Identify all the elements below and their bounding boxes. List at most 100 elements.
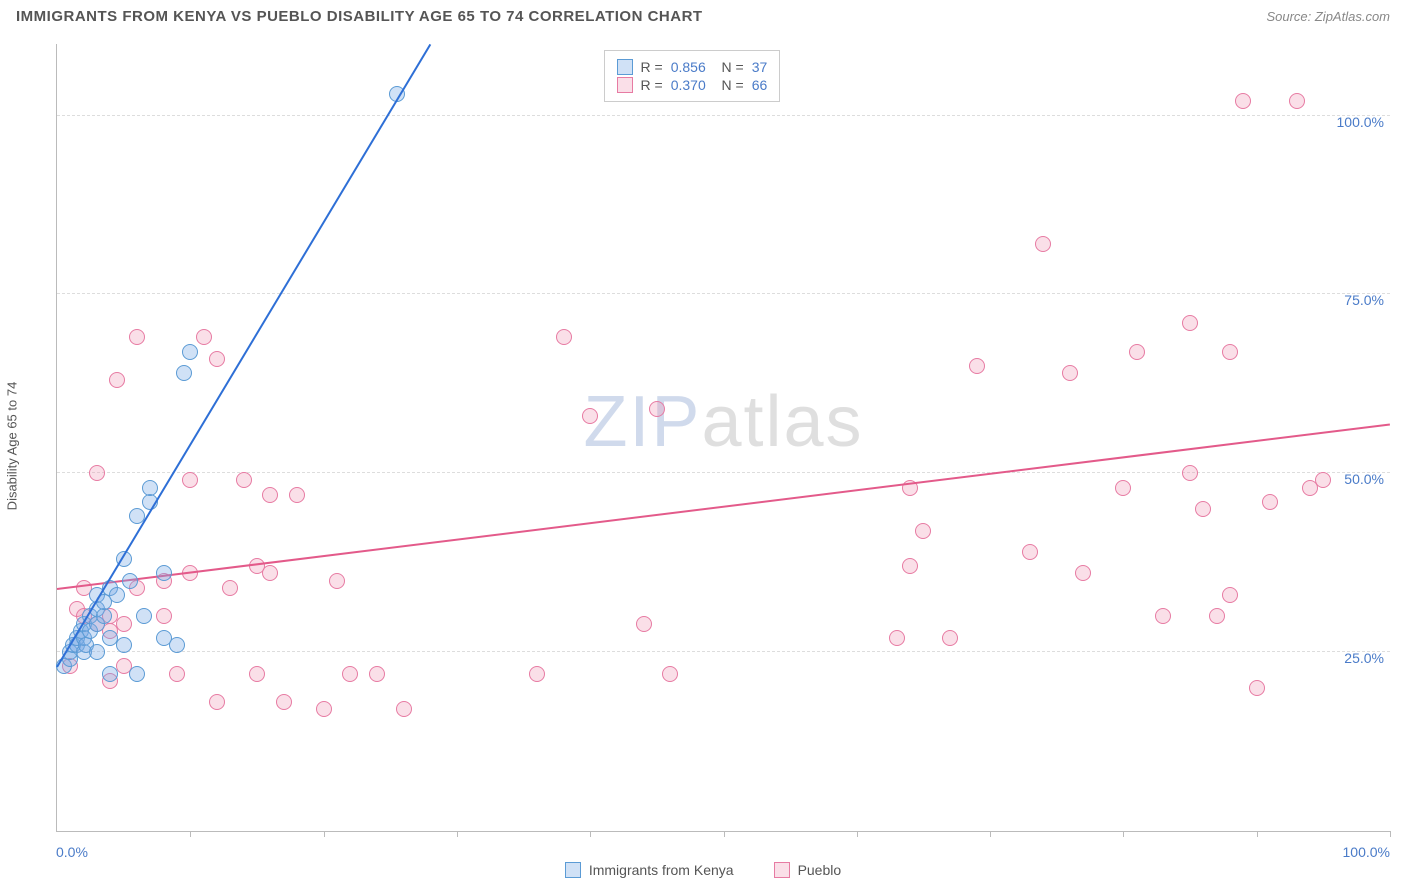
legend-n-label: N = [714, 77, 744, 93]
source-label: Source: ZipAtlas.com [1266, 9, 1390, 24]
scatter-point [182, 472, 198, 488]
y-tick-label: 25.0% [1344, 650, 1384, 666]
gridline-horizontal [57, 651, 1390, 652]
scatter-point [369, 666, 385, 682]
scatter-point [1209, 608, 1225, 624]
x-tick [1123, 831, 1124, 837]
x-tick [724, 831, 725, 837]
scatter-point [169, 666, 185, 682]
legend-n-value: 37 [752, 59, 768, 75]
scatter-point [209, 351, 225, 367]
scatter-point [396, 701, 412, 717]
scatter-point [915, 523, 931, 539]
scatter-point [276, 694, 292, 710]
scatter-point [156, 565, 172, 581]
scatter-point [342, 666, 358, 682]
x-tick-label: 100.0% [1343, 844, 1390, 860]
scatter-point [1035, 236, 1051, 252]
scatter-point [89, 644, 105, 660]
chart-title: IMMIGRANTS FROM KENYA VS PUEBLO DISABILI… [16, 8, 703, 25]
legend-n-label: N = [714, 59, 744, 75]
x-tick [324, 831, 325, 837]
legend-swatch [617, 59, 633, 75]
scatter-point [96, 608, 112, 624]
scatter-point [636, 616, 652, 632]
scatter-point [1289, 93, 1305, 109]
scatter-point [262, 487, 278, 503]
scatter-point [262, 565, 278, 581]
scatter-point [116, 616, 132, 632]
scatter-point [169, 637, 185, 653]
plot-region: ZIPatlas 25.0% 50.0% 75.0% 100.0% R = 0.856 … [56, 44, 1390, 832]
scatter-point [1129, 344, 1145, 360]
scatter-point [129, 666, 145, 682]
scatter-point [902, 558, 918, 574]
scatter-point [196, 329, 212, 345]
legend-r-label: R = [641, 59, 663, 75]
legend-n-value: 66 [752, 77, 768, 93]
scatter-point [942, 630, 958, 646]
trend-line [56, 44, 431, 667]
legend-label: Immigrants from Kenya [589, 862, 734, 878]
scatter-point [556, 329, 572, 345]
y-tick-label: 100.0% [1337, 114, 1384, 130]
x-tick [457, 831, 458, 837]
scatter-point [582, 408, 598, 424]
watermark: ZIPatlas [583, 381, 863, 463]
trend-line [57, 423, 1390, 590]
scatter-point [122, 573, 138, 589]
legend-swatch [774, 862, 790, 878]
scatter-point [176, 365, 192, 381]
scatter-point [156, 608, 172, 624]
scatter-point [102, 666, 118, 682]
bottom-legend: Immigrants from Kenya Pueblo [0, 862, 1406, 878]
legend-item: Immigrants from Kenya [565, 862, 734, 878]
x-tick [1257, 831, 1258, 837]
legend-swatch [565, 862, 581, 878]
legend-stats-row: R = 0.856 N = 37 [617, 59, 768, 75]
scatter-point [116, 637, 132, 653]
scatter-point [89, 465, 105, 481]
scatter-point [1195, 501, 1211, 517]
scatter-point [1222, 344, 1238, 360]
scatter-point [249, 666, 265, 682]
scatter-point [329, 573, 345, 589]
legend-r-value: 0.856 [671, 59, 706, 75]
y-tick-label: 50.0% [1344, 471, 1384, 487]
scatter-point [1235, 93, 1251, 109]
scatter-point [142, 480, 158, 496]
scatter-point [1315, 472, 1331, 488]
x-tick [1390, 831, 1391, 837]
scatter-point [182, 344, 198, 360]
x-tick [990, 831, 991, 837]
scatter-point [222, 580, 238, 596]
scatter-point [529, 666, 545, 682]
scatter-point [1062, 365, 1078, 381]
scatter-point [1182, 465, 1198, 481]
scatter-point [1182, 315, 1198, 331]
scatter-point [969, 358, 985, 374]
scatter-point [1222, 587, 1238, 603]
y-axis-label: Disability Age 65 to 74 [5, 382, 20, 511]
scatter-point [1249, 680, 1265, 696]
scatter-point [662, 666, 678, 682]
scatter-point [136, 608, 152, 624]
chart-area: ZIPatlas 25.0% 50.0% 75.0% 100.0% R = 0.856 … [56, 44, 1390, 832]
legend-r-value: 0.370 [671, 77, 706, 93]
y-tick-label: 75.0% [1344, 292, 1384, 308]
legend-item: Pueblo [774, 862, 842, 878]
scatter-point [1115, 480, 1131, 496]
legend-r-label: R = [641, 77, 663, 93]
scatter-point [889, 630, 905, 646]
scatter-point [316, 701, 332, 717]
scatter-point [1022, 544, 1038, 560]
scatter-point [1262, 494, 1278, 510]
x-tick [857, 831, 858, 837]
legend-label: Pueblo [798, 862, 842, 878]
scatter-point [129, 329, 145, 345]
scatter-point [209, 694, 225, 710]
x-tick-label: 0.0% [56, 844, 88, 860]
scatter-point [109, 587, 125, 603]
scatter-point [1075, 565, 1091, 581]
legend-stats: R = 0.856 N = 37R = 0.370 N = 66 [604, 50, 781, 102]
